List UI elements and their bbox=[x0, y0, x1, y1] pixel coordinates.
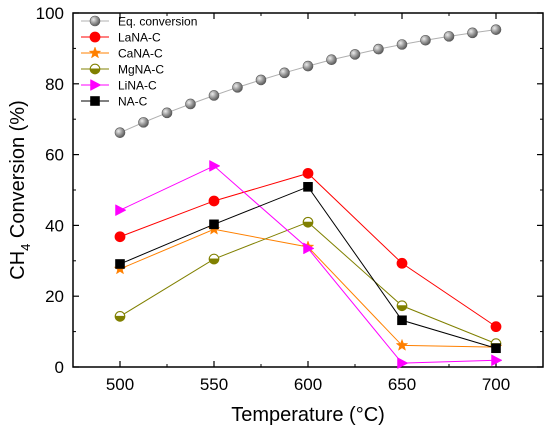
series-line-lina-c bbox=[119, 165, 497, 364]
data-point-eq-conversion bbox=[467, 27, 478, 39]
data-point-eq-conversion bbox=[114, 127, 126, 138]
y-tick-label: 0 bbox=[55, 358, 64, 377]
data-point-lana-c bbox=[490, 321, 502, 333]
data-point-eq-conversion bbox=[443, 31, 455, 42]
y-tick-label: 60 bbox=[45, 146, 64, 165]
y-axis-title-subscript: 4 bbox=[18, 244, 33, 251]
legend: Eq. conversion LaNA-C CaNA-C MgNA-C LiNA-C NA… bbox=[81, 15, 197, 109]
series-eq-conversion bbox=[114, 24, 502, 138]
legend-label: NA-C bbox=[118, 95, 148, 109]
data-point-eq-conversion bbox=[420, 34, 431, 46]
legend-marker-na-c bbox=[90, 96, 100, 106]
data-point-lina-c bbox=[209, 160, 221, 172]
legend-item-lana-c: LaNA-C bbox=[81, 31, 161, 45]
data-point-eq-conversion bbox=[279, 67, 290, 79]
legend-label: Eq. conversion bbox=[118, 15, 197, 29]
data-point-eq-conversion bbox=[185, 98, 196, 110]
data-point-na-c bbox=[397, 315, 407, 326]
data-point-eq-conversion bbox=[208, 90, 220, 101]
y-axis-title-rest: Conversion (%) bbox=[7, 100, 29, 243]
legend-label: LiNA-C bbox=[118, 79, 157, 93]
data-point-eq-conversion bbox=[326, 54, 337, 66]
legend-label: CaNA-C bbox=[118, 47, 163, 61]
data-point-mgna-c bbox=[302, 216, 314, 228]
series-line-eq-conversion bbox=[119, 29, 497, 134]
legend-marker-cana-c bbox=[88, 46, 102, 59]
y-axis-title: CH4 Conversion (%) bbox=[7, 100, 33, 280]
legend-marker-lana-c bbox=[89, 31, 101, 43]
data-point-lina-c bbox=[115, 204, 127, 217]
series-na-c bbox=[115, 182, 501, 354]
y-tick-label: 80 bbox=[45, 75, 64, 94]
legend-item-na-c: NA-C bbox=[81, 95, 148, 109]
series-mgna-c bbox=[114, 216, 502, 349]
x-tick-label: 650 bbox=[388, 375, 416, 394]
data-point-lina-c bbox=[303, 242, 315, 255]
data-point-na-c bbox=[209, 219, 219, 230]
y-tick-label: 40 bbox=[45, 216, 64, 235]
data-point-eq-conversion bbox=[138, 117, 149, 128]
legend-marker-mgna-c bbox=[89, 63, 101, 75]
series-lina-c bbox=[115, 160, 503, 370]
data-point-eq-conversion bbox=[373, 43, 384, 55]
data-point-mgna-c bbox=[208, 253, 220, 265]
legend-item-lina-c: LiNA-C bbox=[81, 79, 157, 93]
data-point-mgna-c bbox=[114, 311, 126, 322]
data-point-lana-c bbox=[396, 257, 408, 269]
data-point-lana-c bbox=[302, 167, 314, 179]
data-point-lana-c bbox=[114, 231, 126, 243]
data-point-na-c bbox=[303, 182, 313, 192]
data-point-na-c bbox=[491, 343, 501, 354]
legend-label: LaNA-C bbox=[118, 31, 161, 45]
data-point-na-c bbox=[115, 259, 125, 269]
y-tick-label: 100 bbox=[36, 4, 64, 23]
legend-item-mgna-c: MgNA-C bbox=[81, 63, 164, 77]
data-point-eq-conversion bbox=[161, 107, 173, 119]
y-tick-label: 20 bbox=[45, 287, 64, 306]
x-tick-label: 550 bbox=[200, 375, 228, 394]
x-tick-label: 500 bbox=[106, 375, 134, 394]
y-axis-title-main: CH bbox=[7, 251, 29, 280]
legend-marker-eq-conversion bbox=[89, 15, 101, 27]
data-point-eq-conversion bbox=[396, 39, 408, 50]
data-point-eq-conversion bbox=[349, 49, 361, 60]
data-point-eq-conversion bbox=[490, 24, 502, 35]
legend-marker-lina-c bbox=[90, 79, 102, 91]
legend-label: MgNA-C bbox=[118, 63, 164, 77]
x-axis-title: Temperature (°C) bbox=[231, 404, 385, 426]
x-tick-label: 600 bbox=[294, 375, 322, 394]
data-point-eq-conversion bbox=[302, 60, 314, 72]
x-tick-label: 700 bbox=[482, 375, 510, 394]
legend-item-cana-c: CaNA-C bbox=[81, 46, 163, 61]
data-point-eq-conversion bbox=[232, 82, 243, 93]
series-lana-c bbox=[114, 167, 502, 333]
legend-item-eq-conversion: Eq. conversion bbox=[81, 15, 197, 29]
data-point-lina-c bbox=[397, 357, 409, 370]
series-line-na-c bbox=[119, 186, 497, 349]
data-point-lina-c bbox=[491, 354, 503, 367]
data-point-mgna-c bbox=[396, 300, 408, 312]
data-point-cana-c bbox=[395, 338, 409, 351]
data-point-eq-conversion bbox=[255, 74, 267, 86]
data-point-lana-c bbox=[208, 195, 220, 207]
